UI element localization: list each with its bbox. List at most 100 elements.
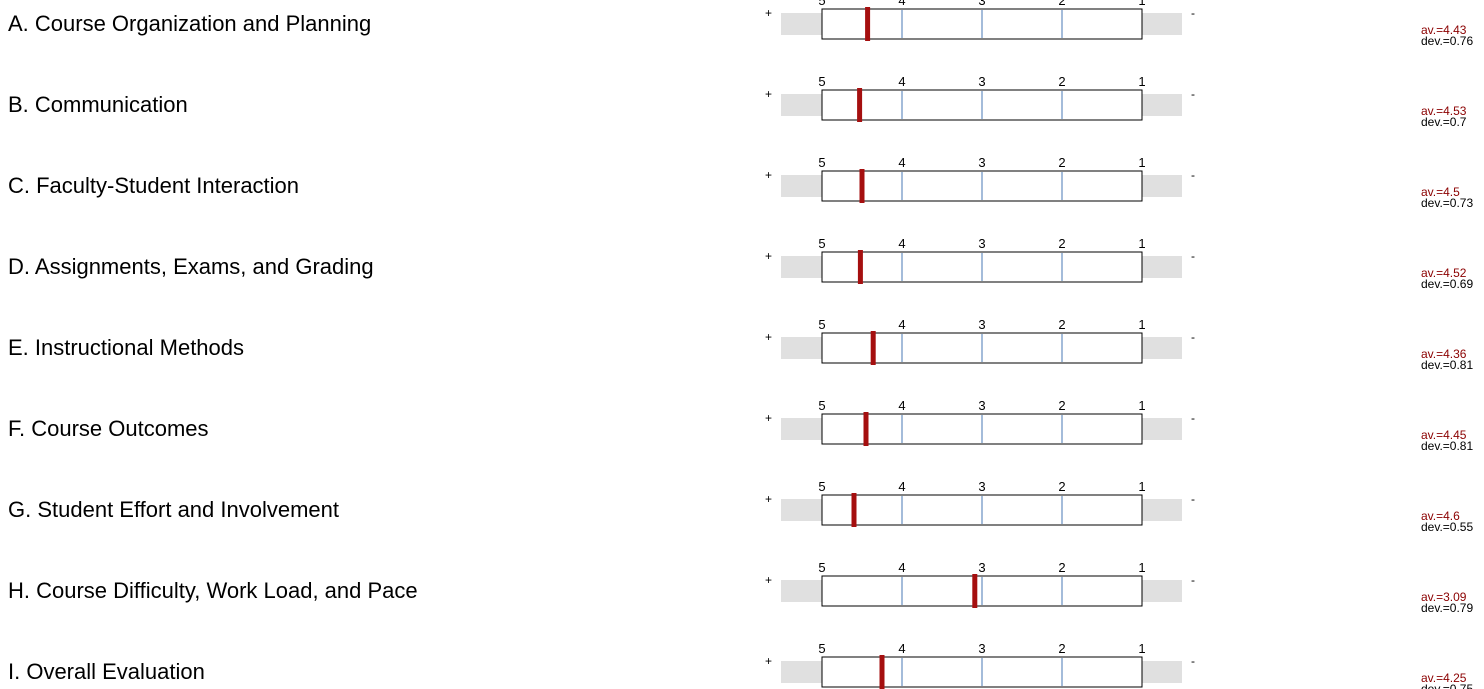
tick-label: 2 — [1058, 74, 1065, 89]
tick-label: 2 — [1058, 0, 1065, 8]
tick-label: 4 — [898, 398, 905, 413]
tick-label: 3 — [978, 155, 985, 170]
category-label: F. Course Outcomes — [8, 416, 209, 441]
tick-label: 5 — [818, 479, 825, 494]
deviation-value: dev.=0.76 — [1421, 34, 1473, 48]
tick-label: 5 — [818, 398, 825, 413]
average-marker — [863, 412, 869, 446]
tick-label: 2 — [1058, 317, 1065, 332]
category-label: I. Overall Evaluation — [8, 659, 205, 684]
tick-label: 5 — [818, 74, 825, 89]
tick-label: 4 — [898, 155, 905, 170]
tick-label: 2 — [1058, 236, 1065, 251]
plus-label: + — [765, 6, 772, 20]
tick-label: 5 — [818, 0, 825, 8]
plus-label: + — [765, 654, 772, 668]
deviation-value: dev.=0.55 — [1421, 520, 1473, 534]
average-value: av.=4.25 — [1421, 671, 1467, 685]
tick-label: 4 — [898, 560, 905, 575]
tick-label: 5 — [818, 155, 825, 170]
deviation-value: dev.=0.73 — [1421, 196, 1473, 210]
tick-label: 3 — [978, 641, 985, 656]
tick-label: 3 — [978, 236, 985, 251]
tick-label: 1 — [1138, 317, 1145, 332]
tick-label: 4 — [898, 236, 905, 251]
minus-label: - — [1191, 573, 1195, 587]
average-marker — [865, 7, 871, 41]
tick-label: 4 — [898, 74, 905, 89]
tick-label: 1 — [1138, 74, 1145, 89]
minus-label: - — [1191, 411, 1195, 425]
tick-label: 2 — [1058, 641, 1065, 656]
tick-label: 3 — [978, 74, 985, 89]
tick-label: 2 — [1058, 479, 1065, 494]
tick-label: 4 — [898, 641, 905, 656]
plus-label: + — [765, 573, 772, 587]
category-label: H. Course Difficulty, Work Load, and Pac… — [8, 578, 418, 603]
average-value: av.=4.5 — [1421, 185, 1460, 199]
average-value: av.=4.52 — [1421, 266, 1467, 280]
tick-label: 3 — [978, 0, 985, 8]
category-label: G. Student Effort and Involvement — [8, 497, 339, 522]
tick-label: 1 — [1138, 641, 1145, 656]
tick-label: 1 — [1138, 479, 1145, 494]
deviation-value: dev.=0.81 — [1421, 358, 1473, 372]
deviation-value: dev.=0.79 — [1421, 601, 1473, 615]
minus-label: - — [1191, 87, 1195, 101]
tick-label: 4 — [898, 317, 905, 332]
deviation-value: dev.=0.81 — [1421, 439, 1473, 453]
tick-label: 1 — [1138, 236, 1145, 251]
tick-label: 3 — [978, 398, 985, 413]
minus-label: - — [1191, 168, 1195, 182]
plus-label: + — [765, 411, 772, 425]
average-value: av.=3.09 — [1421, 590, 1467, 604]
tick-label: 2 — [1058, 155, 1065, 170]
tick-label: 3 — [978, 479, 985, 494]
average-marker — [879, 655, 885, 689]
category-label: C. Faculty-Student Interaction — [8, 173, 299, 198]
tick-label: 2 — [1058, 398, 1065, 413]
tick-label: 5 — [818, 317, 825, 332]
category-label: B. Communication — [8, 92, 188, 117]
plus-label: + — [765, 87, 772, 101]
tick-label: 5 — [818, 641, 825, 656]
tick-label: 3 — [978, 317, 985, 332]
average-marker — [870, 331, 876, 365]
tick-label: 1 — [1138, 155, 1145, 170]
category-label: D. Assignments, Exams, and Grading — [8, 254, 374, 279]
tick-label: 5 — [818, 236, 825, 251]
tick-label: 2 — [1058, 560, 1065, 575]
tick-label: 1 — [1138, 398, 1145, 413]
average-marker — [859, 169, 865, 203]
deviation-value: dev.=0.7 — [1421, 115, 1467, 129]
tick-label: 3 — [978, 560, 985, 575]
minus-label: - — [1191, 330, 1195, 344]
tick-label: 1 — [1138, 560, 1145, 575]
category-label: A. Course Organization and Planning — [8, 11, 371, 36]
average-marker — [857, 88, 863, 122]
deviation-value: dev.=0.69 — [1421, 277, 1473, 291]
average-value: av.=4.45 — [1421, 428, 1467, 442]
average-value: av.=4.6 — [1421, 509, 1460, 523]
category-label: E. Instructional Methods — [8, 335, 244, 360]
plus-label: + — [765, 330, 772, 344]
average-marker — [972, 574, 978, 608]
average-value: av.=4.53 — [1421, 104, 1467, 118]
minus-label: - — [1191, 6, 1195, 20]
average-value: av.=4.43 — [1421, 23, 1467, 37]
deviation-value: dev.=0.75 — [1421, 682, 1473, 689]
minus-label: - — [1191, 654, 1195, 668]
average-value: av.=4.36 — [1421, 347, 1467, 361]
tick-label: 5 — [818, 560, 825, 575]
average-marker — [857, 250, 863, 284]
average-marker — [851, 493, 857, 527]
tick-label: 1 — [1138, 0, 1145, 8]
tick-label: 4 — [898, 0, 905, 8]
plus-label: + — [765, 249, 772, 263]
tick-label: 4 — [898, 479, 905, 494]
plus-label: + — [765, 492, 772, 506]
minus-label: - — [1191, 249, 1195, 263]
plus-label: + — [765, 168, 772, 182]
minus-label: - — [1191, 492, 1195, 506]
